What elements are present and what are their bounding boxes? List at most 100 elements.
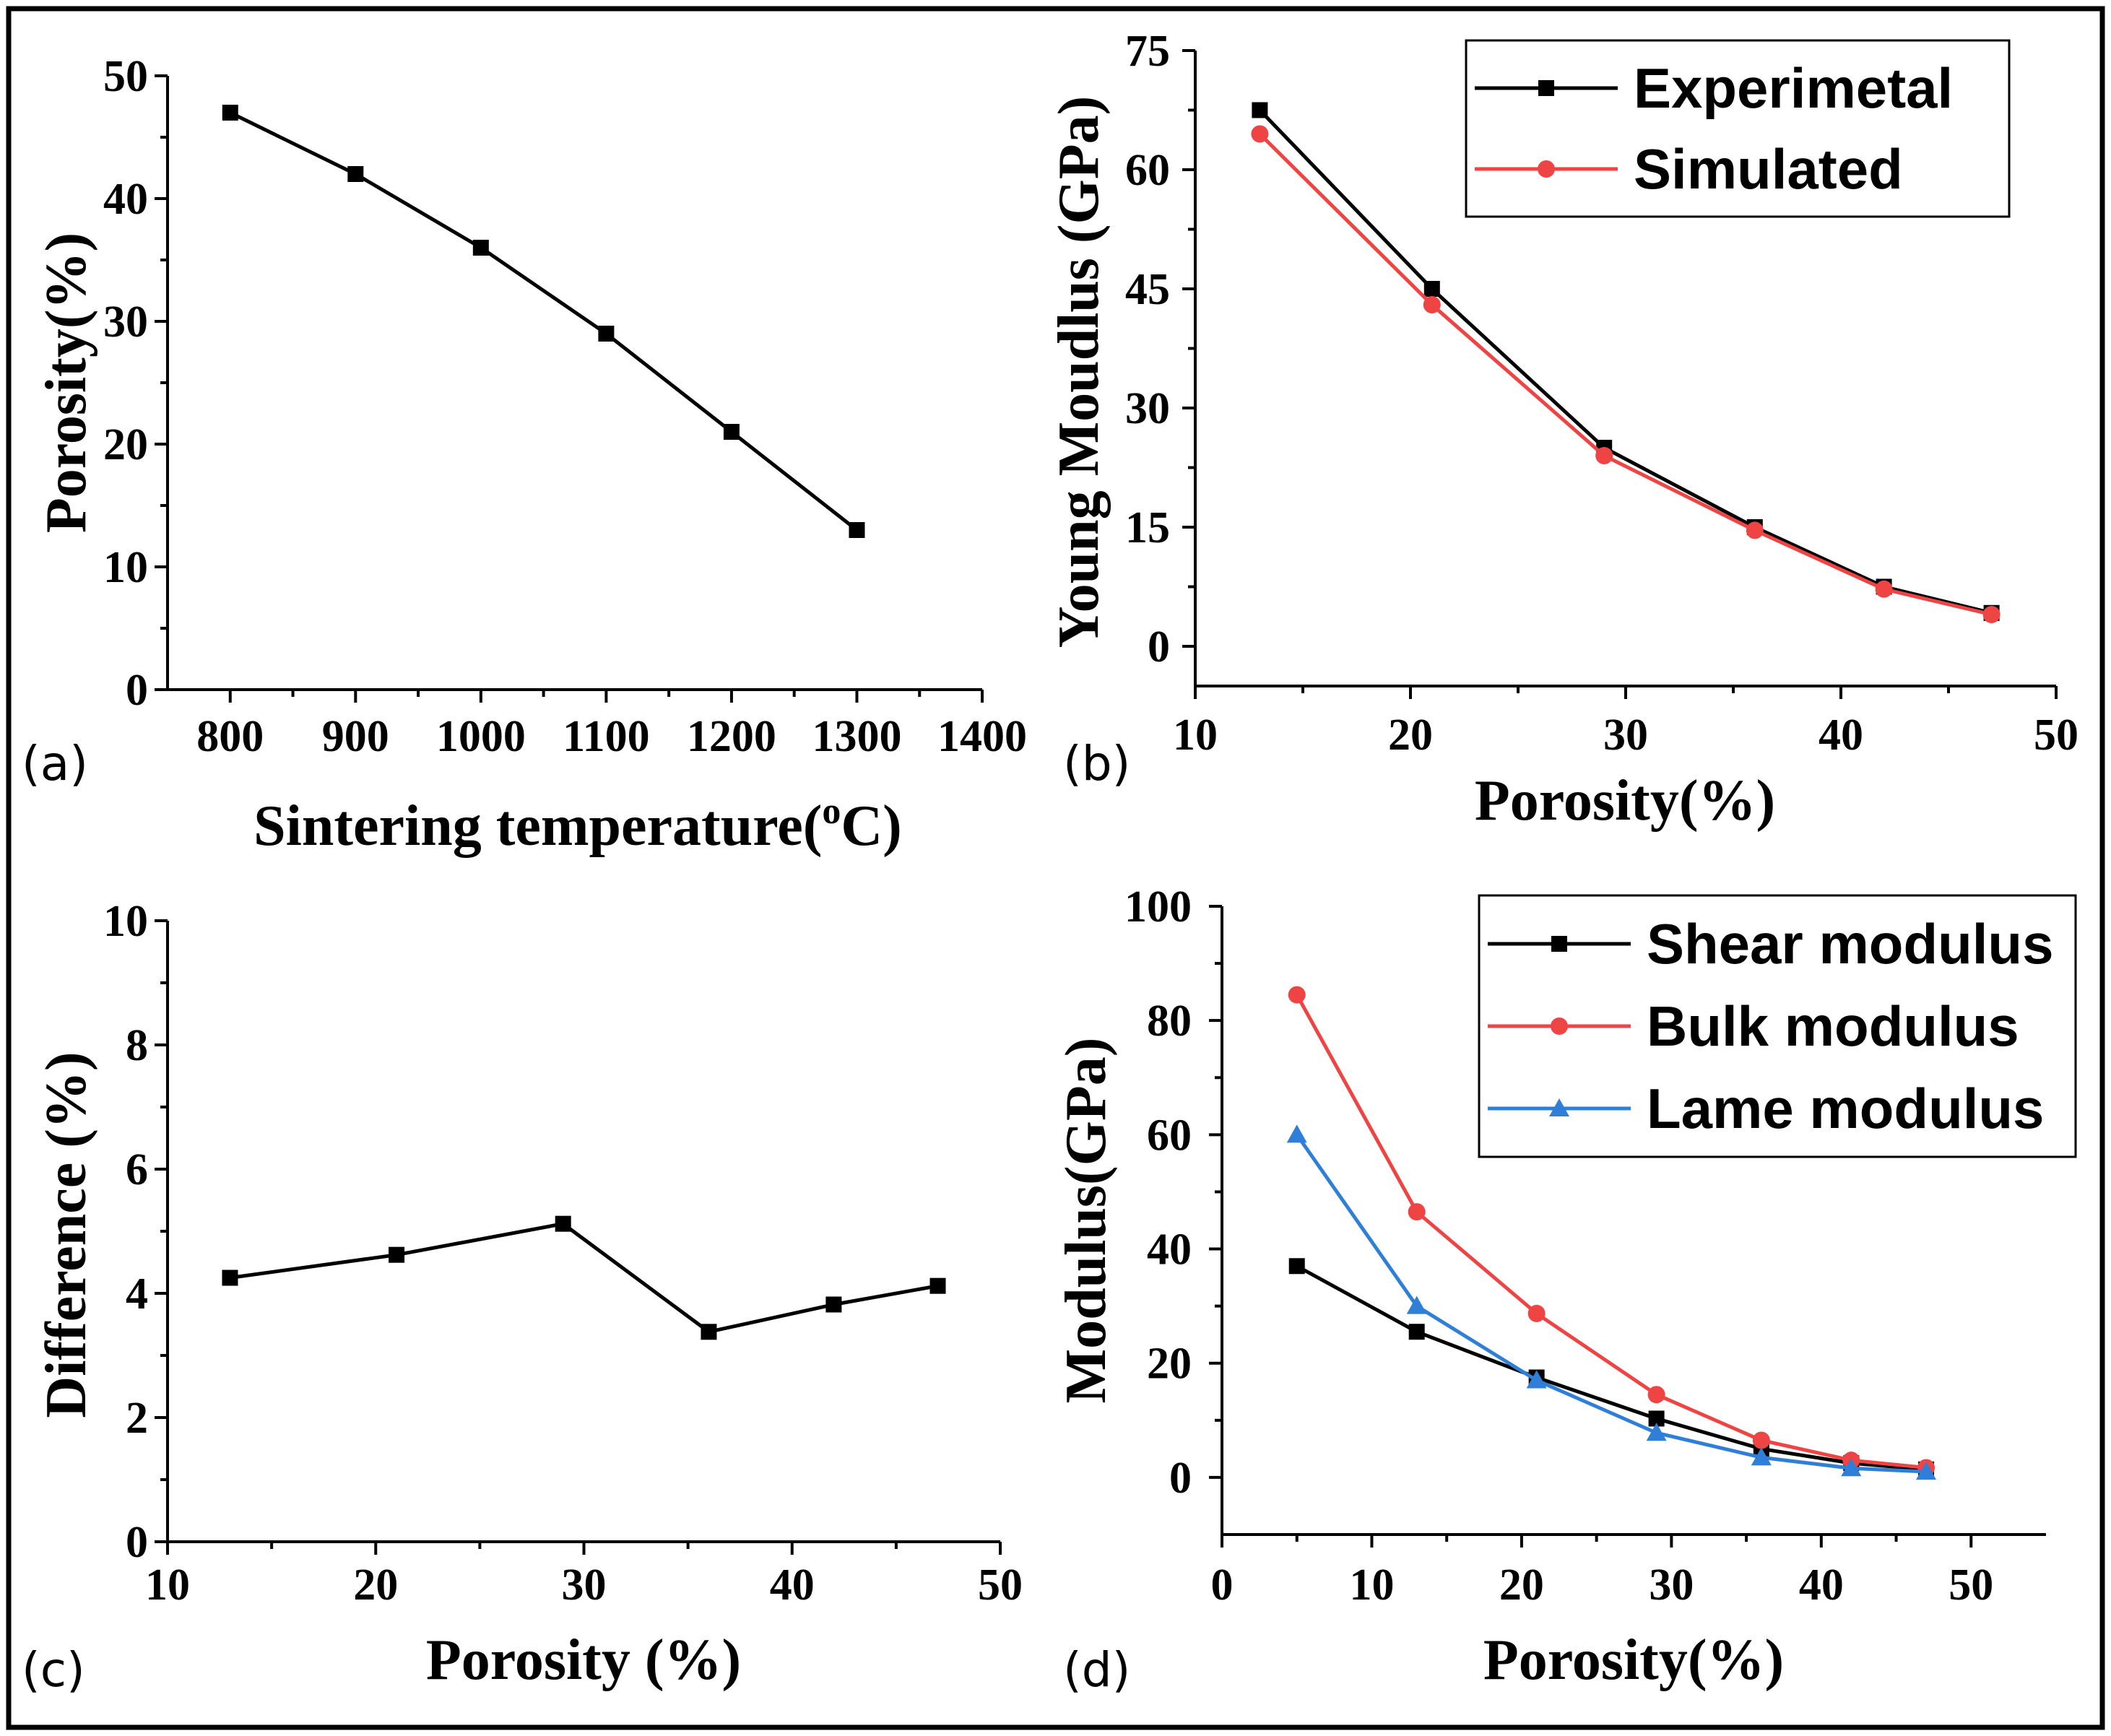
data-point-d-2 — [1406, 1296, 1427, 1314]
y-tick-label-a: 40 — [103, 175, 148, 224]
legend-marker-d — [1551, 936, 1567, 952]
x-tick-label-b: 10 — [1173, 711, 1218, 760]
y-tick-label-c: 0 — [126, 1518, 148, 1567]
data-point-b-1 — [1746, 521, 1764, 539]
y-tick-label-a: 10 — [103, 543, 148, 592]
data-point-c-0 — [222, 1270, 238, 1286]
series-d-2 — [1286, 1124, 1937, 1480]
legend-label-b: Experimetal — [1634, 56, 1953, 120]
x-tick-label-c: 20 — [353, 1561, 398, 1610]
y-tick-label-d: 0 — [1169, 1454, 1192, 1503]
data-point-d-1 — [1527, 1304, 1546, 1322]
legend-d: Shear modulus Bulk modulus Lame modulus — [1478, 894, 2077, 1158]
data-point-d-1 — [1647, 1386, 1665, 1404]
data-point-a-0 — [598, 326, 615, 342]
series-c-0 — [222, 1215, 946, 1340]
y-tick-label-a: 0 — [126, 666, 148, 715]
y-tick-label-c: 6 — [126, 1145, 148, 1194]
data-point-c-0 — [389, 1246, 405, 1263]
y-tick-label-b: 0 — [1148, 622, 1170, 672]
x-tick-label-d: 0 — [1211, 1561, 1234, 1610]
y-tick-label-b: 15 — [1125, 503, 1170, 552]
data-point-b-1 — [1251, 125, 1269, 143]
y-axis-title-d: Modulus(GPa) — [1054, 1038, 1118, 1404]
data-point-d-2 — [1646, 1423, 1667, 1441]
data-point-b-1 — [1423, 296, 1441, 313]
y-tick-label-d: 20 — [1147, 1340, 1192, 1389]
data-point-a-0 — [472, 240, 489, 256]
panel-label-c: (c) — [22, 1642, 85, 1698]
panel-b: 10 20 30 40 50 0 15 30 45 60 75 Porosity(%) Young Mo… — [1047, 27, 2079, 833]
y-tick-label-c: 2 — [126, 1394, 148, 1443]
data-point-a-0 — [849, 522, 865, 538]
data-point-a-0 — [222, 105, 238, 121]
x-tick-label-a: 1400 — [937, 712, 1027, 761]
panel-label-d: (d) — [1063, 1642, 1130, 1698]
data-point-c-0 — [929, 1277, 946, 1294]
y-axis-title-c: Difference (%) — [35, 1051, 98, 1418]
y-tick-label-b: 75 — [1125, 27, 1170, 76]
legend-label-d: Bulk modulus — [1647, 994, 2019, 1058]
y-tick-label-d: 40 — [1147, 1225, 1192, 1275]
x-tick-label-d: 30 — [1649, 1561, 1694, 1610]
x-tick-label-d: 20 — [1499, 1561, 1544, 1610]
data-point-c-0 — [701, 1324, 717, 1340]
series-d-0 — [1288, 1258, 1935, 1477]
panel-a: 800 900 1000 1100 1200 1300 1400 0 10 20 30 40 50 Sin… — [22, 52, 1027, 858]
y-tick-label-b: 60 — [1125, 146, 1170, 195]
data-point-d-1 — [1288, 986, 1306, 1004]
legend-marker-b — [1538, 160, 1555, 178]
x-tick-label-d: 50 — [1949, 1561, 1993, 1610]
data-point-d-2 — [1751, 1447, 1772, 1466]
x-tick-label-b: 40 — [1819, 711, 1863, 760]
x-axis-title-unit: C) — [841, 794, 901, 858]
y-tick-label-d: 80 — [1147, 997, 1192, 1046]
data-point-c-0 — [555, 1215, 571, 1232]
x-tick-label-a: 1200 — [687, 712, 776, 761]
legend-label-d: Shear modulus — [1647, 912, 2053, 976]
legend-label-b: Simulated — [1634, 137, 1903, 201]
panel-c: 10 20 30 40 50 0 2 4 6 8 10 Porosity (%) Difference … — [22, 897, 1023, 1698]
x-tick-label-b: 50 — [2034, 711, 2079, 760]
x-axis-title-d: Porosity(%) — [1483, 1628, 1784, 1692]
series-line-d-0 — [1296, 1264, 1927, 1472]
y-tick-label-a: 20 — [103, 420, 148, 469]
y-tick-label-b: 30 — [1125, 384, 1170, 433]
y-tick-label-c: 8 — [126, 1021, 148, 1070]
data-point-b-0 — [1252, 102, 1268, 118]
x-tick-label-c: 50 — [978, 1561, 1023, 1610]
data-point-d-1 — [1408, 1203, 1426, 1221]
legend-b: Experimetal Simulated — [1465, 39, 2011, 218]
panel-label-a: (a) — [22, 736, 88, 791]
legend-marker-d — [1549, 1098, 1569, 1116]
x-tick-label-c: 40 — [770, 1561, 815, 1610]
legend-label-d: Lame modulus — [1647, 1077, 2044, 1140]
data-point-b-1 — [1595, 447, 1613, 464]
x-axis-title-c: Porosity (%) — [426, 1628, 741, 1692]
data-point-d-2 — [1841, 1458, 1862, 1477]
data-point-c-0 — [825, 1296, 842, 1313]
data-point-d-2 — [1286, 1124, 1307, 1143]
series-line-d-2 — [1295, 1133, 1927, 1474]
series-a-0 — [222, 105, 865, 538]
x-tick-label-d: 10 — [1349, 1561, 1394, 1610]
y-axis-title-b: Young Moudlus (GPa) — [1047, 96, 1111, 648]
data-point-d-0 — [1288, 1258, 1305, 1275]
data-point-d-2 — [1526, 1370, 1547, 1389]
data-point-d-0 — [1648, 1410, 1665, 1427]
x-tick-label-a: 900 — [322, 712, 389, 761]
figure-border — [6, 6, 2105, 1730]
y-tick-label-d: 60 — [1147, 1111, 1192, 1160]
data-point-d-2 — [1916, 1462, 1937, 1480]
legend-box-b — [1465, 39, 2011, 218]
x-axis-title-a: Sintering temperature(oC) — [253, 791, 902, 858]
x-tick-label-a: 1300 — [812, 712, 901, 761]
x-tick-label-c: 30 — [562, 1561, 607, 1610]
series-line-b-1 — [1258, 132, 1993, 617]
data-point-d-1 — [1752, 1431, 1770, 1449]
data-point-b-1 — [1982, 606, 2001, 623]
x-tick-label-a: 1100 — [563, 712, 650, 761]
series-line-a-0 — [229, 110, 859, 531]
series-line-c-0 — [230, 1222, 938, 1334]
